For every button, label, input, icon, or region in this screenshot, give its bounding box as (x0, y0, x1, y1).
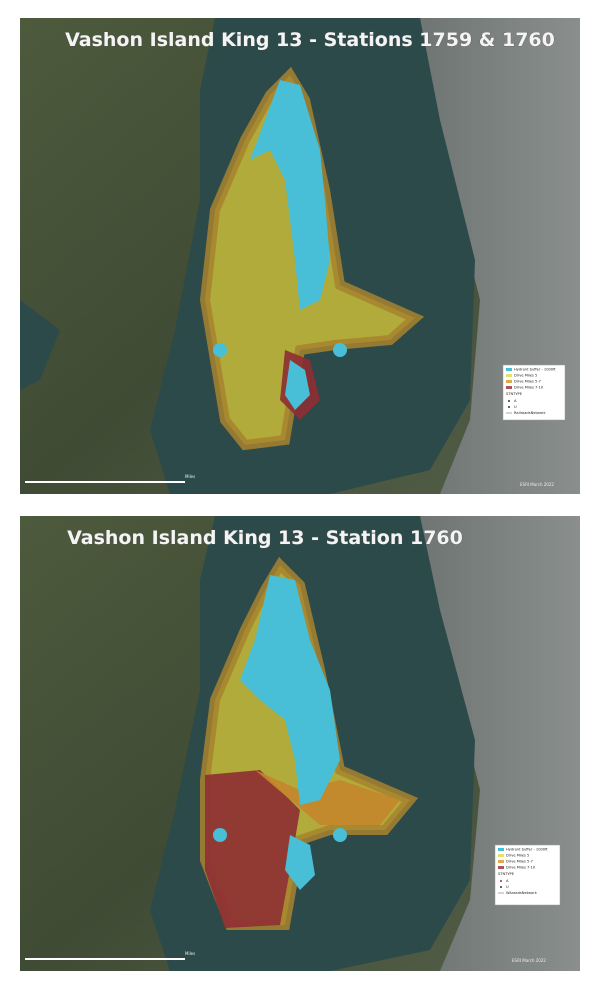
hydrant-buffer (285, 360, 310, 410)
map-bottom: Vashon Island King 13 - Station 1760 Hyd… (20, 516, 580, 971)
scale-bar (25, 481, 185, 483)
drive-zone-far (205, 770, 300, 928)
legend-label: Hydrant buffer - 1000ft (506, 848, 548, 852)
legend-label: Drive Miles 5 (506, 854, 529, 858)
hydrant-buffer (240, 575, 340, 805)
hydrant-buffer (213, 828, 227, 842)
legend-label: WAroadsNetwork (506, 891, 538, 895)
legend-label: RailroadsNetwork (514, 411, 546, 415)
credit: ESRI March 2022 (520, 482, 554, 487)
legend-label: Hydrant buffer - 1000ft (514, 368, 556, 372)
scale-bar (25, 958, 185, 960)
legend-label: U (514, 405, 517, 409)
legend-label: Drive Miles 5-7 (514, 380, 541, 384)
hydrant-buffer (213, 343, 227, 357)
map-title: Vashon Island King 13 - Stations 1759 & … (65, 29, 555, 51)
credit: ESRI March 2022 (512, 958, 546, 963)
legend: Hydrant buffer - 1000ft Drive Miles 5 Dr… (494, 844, 561, 906)
legend-label: U (506, 885, 509, 889)
legend-heading: STNTYPE (506, 392, 523, 396)
map-top: Vashon Island King 13 - Stations 1759 & … (20, 18, 580, 494)
legend-label: A (506, 879, 509, 883)
hydrant-buffer (333, 828, 347, 842)
legend-label: A (514, 399, 517, 403)
legend-label: Drive Miles 7-10 (514, 386, 544, 390)
legend-label: Drive Miles 5-7 (506, 860, 533, 864)
hydrant-buffer (333, 343, 347, 357)
water (20, 300, 60, 390)
legend-label: Drive Miles 5 (514, 374, 537, 378)
legend-label: Drive Miles 7-10 (506, 866, 536, 870)
legend: Hydrant buffer - 1000ft Drive Miles 5 Dr… (502, 364, 566, 421)
hydrant-buffer (285, 835, 315, 890)
drive-zone-mid (255, 770, 400, 825)
scale-label: Miles (185, 951, 195, 956)
scale-label: Miles (185, 474, 195, 479)
legend-heading: STNTYPE (498, 872, 515, 876)
hydrant-buffer (250, 80, 330, 310)
map-title: Vashon Island King 13 - Station 1760 (67, 527, 463, 549)
